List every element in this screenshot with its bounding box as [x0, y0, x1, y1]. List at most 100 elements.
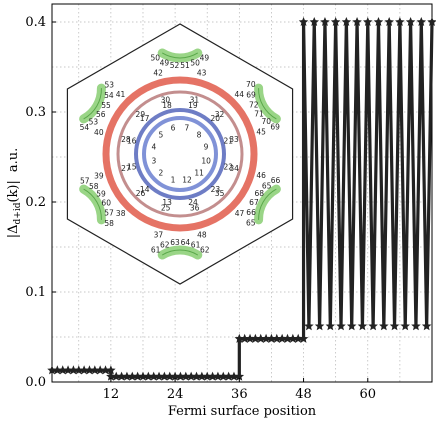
inset-pocket-label: 67 — [249, 198, 259, 207]
inset-point-label: 47 — [235, 209, 245, 218]
data-point — [116, 371, 127, 381]
data-point — [148, 371, 159, 381]
inset-pocket-label: 69 — [270, 123, 280, 132]
data-point — [261, 333, 271, 343]
inset-point-label: 23 — [211, 185, 221, 194]
hole-pocket-line-5 — [258, 188, 277, 220]
data-point — [111, 371, 121, 381]
x-tick-label: 12 — [103, 387, 120, 402]
inset-point-label: 16 — [127, 137, 137, 146]
inset-point-label: 2 — [159, 169, 164, 178]
data-point — [213, 371, 223, 381]
data-point — [357, 321, 368, 331]
inset-point-label: 37 — [154, 231, 164, 240]
data-point — [234, 333, 245, 343]
data-point — [207, 371, 218, 381]
data-point — [346, 321, 357, 331]
y-axis-title-arg: (k)| — [6, 180, 21, 202]
inset-pocket-label: 49 — [160, 59, 170, 68]
data-point — [234, 371, 245, 381]
inset-point-label: 46 — [256, 171, 266, 180]
inset-pocket-label: 65 — [246, 219, 256, 228]
data-point — [416, 17, 427, 27]
y-axis-title-sub: d+id — [13, 202, 23, 224]
data-point — [314, 321, 325, 331]
inset-point-label: 12 — [182, 176, 192, 185]
inset-pocket-label: 55 — [101, 101, 111, 110]
data-point — [95, 365, 105, 375]
inset-pocket-label: 57 — [80, 176, 90, 185]
data-point — [325, 321, 336, 331]
inset-point-label: 7 — [185, 123, 190, 132]
inset-point-label: 41 — [116, 90, 126, 99]
data-point — [298, 333, 309, 343]
inset-point-label: 44 — [235, 90, 245, 99]
data-point — [63, 365, 73, 375]
inset-pocket-label: 65 — [262, 182, 272, 191]
data-point — [181, 371, 191, 381]
inset-pocket-label: 54 — [104, 91, 114, 100]
inset-point-label: 3 — [152, 157, 157, 166]
data-point — [288, 333, 298, 343]
x-tick-label: 24 — [167, 387, 184, 402]
data-point — [122, 371, 132, 381]
axis-ticks: 12 24 36 48 600.00.10.20.30.4 — [25, 15, 376, 402]
series-layer — [47, 17, 436, 381]
inset-point-label: 4 — [152, 143, 157, 152]
inset-point-label: 39 — [94, 171, 104, 180]
inset-pocket-label: 60 — [101, 198, 111, 207]
data-point — [52, 365, 63, 375]
y-tick-label: 0.3 — [25, 105, 46, 120]
inset-point-label: 26 — [136, 189, 146, 198]
data-point — [309, 17, 320, 27]
data-point — [421, 321, 432, 331]
data-point — [106, 371, 116, 381]
y-axis-title: |Δd+id(k)| a.u. — [6, 148, 23, 239]
inset-pocket-label: 66 — [271, 176, 281, 185]
x-tick-label: 48 — [295, 387, 312, 402]
data-point — [363, 17, 373, 27]
inset-pocket-label: 62 — [200, 246, 210, 255]
data-point — [74, 365, 84, 375]
inset-point-label: 30 — [161, 95, 171, 104]
fermi-ring-2 — [134, 108, 226, 200]
data-point — [341, 17, 352, 27]
y-tick-label: 0.2 — [25, 195, 46, 210]
inset-pocket-label: 66 — [246, 208, 256, 217]
inset-point-label: 8 — [197, 130, 202, 139]
inset-point-label: 11 — [194, 169, 204, 178]
data-point — [229, 371, 239, 381]
data-point — [405, 17, 416, 27]
data-point — [395, 17, 405, 27]
inset-point-label: 40 — [94, 128, 104, 137]
inset-point-label: 43 — [197, 68, 207, 77]
data-point — [368, 321, 378, 331]
data-point — [164, 371, 175, 381]
inset-point-label: 21 — [223, 136, 233, 145]
y-axis-title-main: |Δ — [6, 224, 21, 238]
data-point — [68, 365, 79, 375]
data-point — [336, 321, 346, 331]
data-point — [304, 321, 314, 331]
inset-point-label: 25 — [161, 204, 171, 213]
x-tick-label: 60 — [360, 387, 377, 402]
x-axis-title: Fermi surface position — [168, 404, 317, 419]
hole-pocket-line-3 — [83, 188, 102, 220]
data-point — [100, 365, 111, 375]
data-point — [143, 371, 154, 381]
data-point — [132, 371, 143, 381]
inset-pocket-label: 54 — [80, 123, 90, 132]
inset-pocket-label: 70 — [261, 117, 271, 126]
inset-pocket-label: 69 — [246, 91, 256, 100]
hole-pocket-line-6 — [258, 88, 277, 120]
inset-point-label: 31 — [190, 95, 200, 104]
data-point — [352, 17, 362, 27]
inset-point-label: 13 — [162, 198, 172, 207]
inset-pocket-label: 57 — [104, 208, 114, 217]
inset-point-label: 1 — [171, 176, 176, 185]
data-point — [389, 321, 400, 331]
hole-pocket-line-4 — [161, 249, 199, 256]
data-point — [282, 333, 293, 343]
inset-point-label: 35 — [215, 189, 225, 198]
